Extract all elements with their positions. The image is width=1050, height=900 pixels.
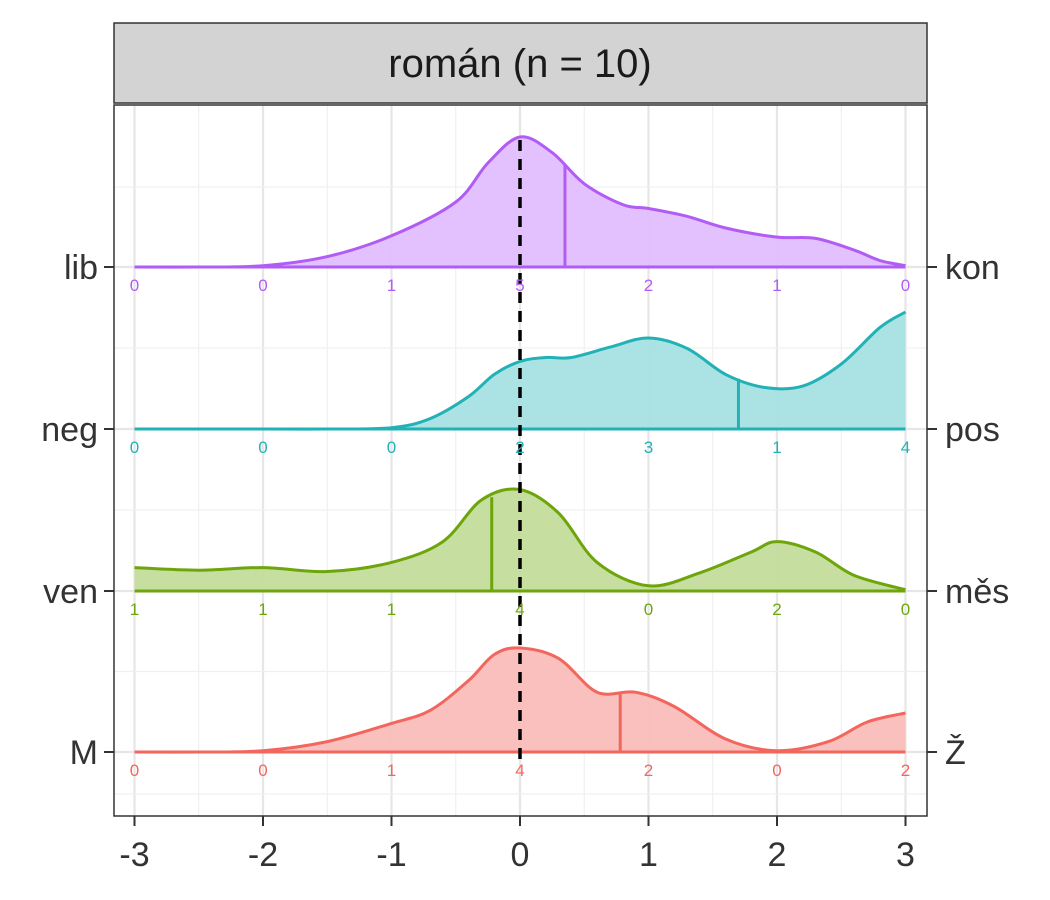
count-label: 1: [387, 761, 396, 780]
y-label-right: kon: [945, 249, 1000, 287]
x-tick-label: -1: [376, 836, 406, 874]
ridge-line: [134, 487, 906, 592]
count-label: 2: [515, 438, 524, 457]
count-label: 1: [258, 600, 267, 619]
x-tick-label: 0: [511, 836, 530, 874]
x-axis: -3 -2 -1 0 1 2 3: [119, 816, 915, 874]
count-label: 4: [515, 600, 524, 619]
y-axis-left: lib neg ven M: [41, 249, 114, 772]
x-tick-label: -2: [248, 836, 278, 874]
y-label-left: ven: [43, 573, 98, 611]
count-label: 0: [901, 276, 910, 295]
count-label: 2: [644, 761, 653, 780]
x-tick-label: 1: [639, 836, 658, 874]
x-tick-label: 3: [896, 836, 915, 874]
y-axis-right: kon pos měs Ž: [927, 249, 1009, 772]
count-label: 4: [901, 438, 910, 457]
count-label: 1: [772, 276, 781, 295]
count-label: 0: [258, 761, 267, 780]
count-label: 1: [387, 600, 396, 619]
facet-title: román (n = 10): [388, 42, 651, 86]
count-label: 0: [258, 276, 267, 295]
count-label: 0: [901, 600, 910, 619]
y-label-right: pos: [945, 411, 1000, 449]
y-label-left: M: [70, 734, 98, 772]
count-label: 5: [515, 276, 524, 295]
count-label: 2: [644, 276, 653, 295]
count-label: 1: [772, 438, 781, 457]
count-label: 2: [772, 600, 781, 619]
ridge-line: [134, 135, 906, 269]
count-label: 4: [515, 761, 524, 780]
count-label: 0: [130, 276, 139, 295]
count-label: 1: [387, 276, 396, 295]
count-label: 1: [130, 600, 139, 619]
x-tick-label: 2: [768, 836, 787, 874]
count-label: 2: [901, 761, 910, 780]
facet-strip-background: [113, 22, 928, 104]
facet-strip: román (n = 10): [113, 22, 928, 104]
count-label: 0: [644, 600, 653, 619]
x-tick-label: -3: [119, 836, 149, 874]
count-label: 0: [258, 438, 267, 457]
y-label-right: Ž: [945, 734, 966, 772]
count-label: 0: [387, 438, 396, 457]
y-label-left: neg: [41, 411, 98, 449]
count-labels: 0 0 1 5 2 1 0 0 0 0 2 3 1 4 1 1 1 4 0 2 0 0 0 1 4 2 0 2: [130, 276, 910, 780]
count-label: 0: [772, 761, 781, 780]
y-label-left: lib: [64, 249, 98, 287]
y-label-right: měs: [945, 573, 1009, 611]
count-label: 0: [130, 761, 139, 780]
count-label: 0: [130, 438, 139, 457]
count-label: 3: [644, 438, 653, 457]
